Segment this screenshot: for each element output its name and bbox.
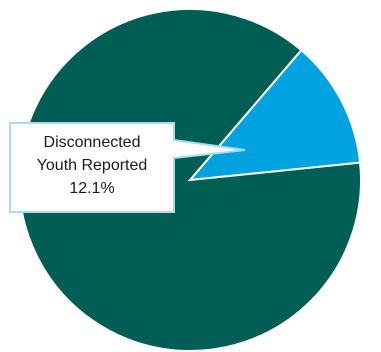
callout-line-1: Disconnected bbox=[44, 134, 141, 151]
callout-line-3: 12.1% bbox=[69, 180, 114, 197]
callout-line-2: Youth Reported bbox=[37, 157, 148, 174]
callout-box bbox=[9, 122, 246, 213]
pie-slice-remainder bbox=[18, 8, 362, 352]
callout-annotation: Disconnected Youth Reported 12.1% bbox=[9, 122, 246, 213]
